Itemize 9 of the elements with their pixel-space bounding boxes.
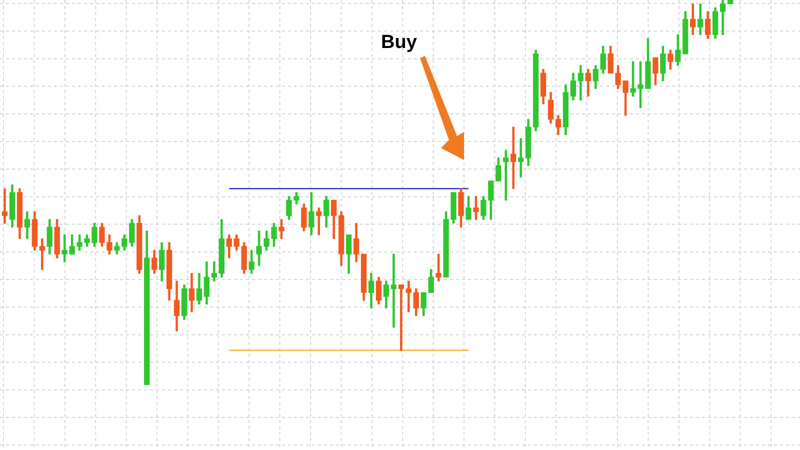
candlestick xyxy=(2,188,8,224)
candlestick xyxy=(39,238,45,270)
candlestick xyxy=(503,150,509,201)
annotation: Buy xyxy=(381,32,418,54)
candlestick xyxy=(398,284,404,351)
candlestick xyxy=(510,126,516,189)
candlestick xyxy=(390,254,397,328)
candlestick xyxy=(518,138,524,178)
candlestick xyxy=(406,280,412,312)
